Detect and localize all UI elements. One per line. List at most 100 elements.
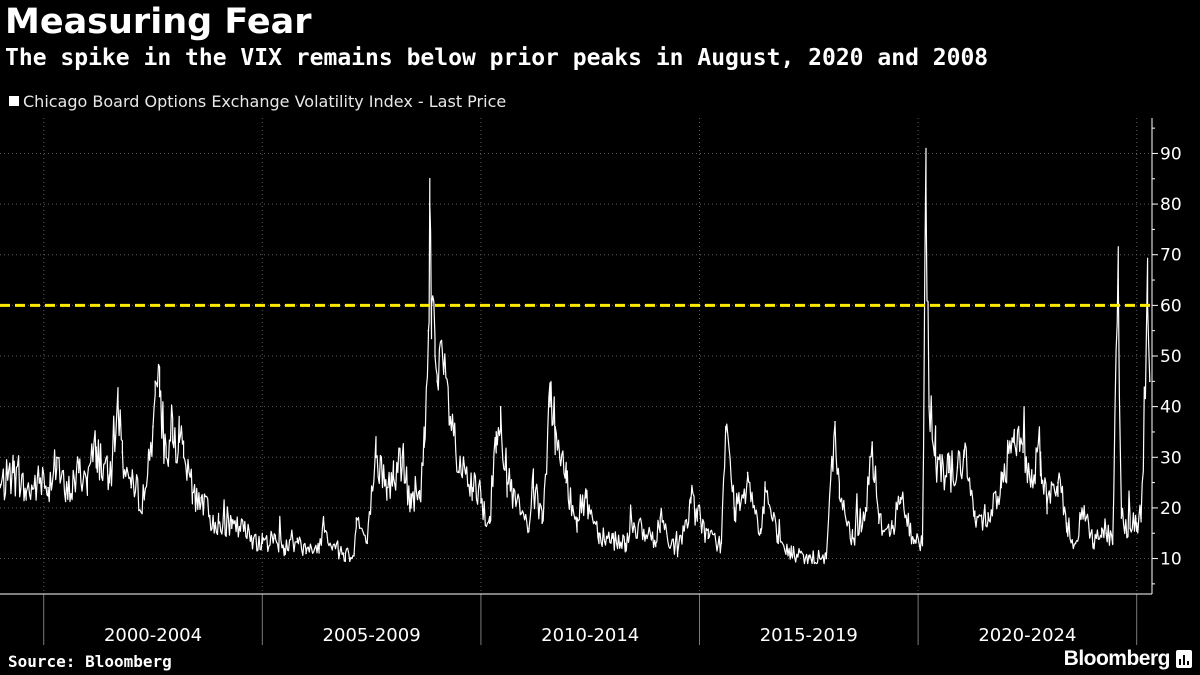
legend-label: Chicago Board Options Exchange Volatilit… [23,92,507,111]
y-tick-label-20: 20 [1160,499,1182,519]
data-point-89 [764,486,766,489]
data-point-69 [565,481,567,484]
x-group-label-2: 2010-2014 [541,625,639,646]
data-point-34 [318,547,320,550]
data-point-45 [410,507,412,509]
data-point-55 [458,471,460,474]
data-point-67 [554,426,557,428]
data-point-132 [1149,380,1151,383]
legend: Chicago Board Options Exchange Volatilit… [9,92,506,111]
data-point-95 [838,496,841,499]
data-point-111 [987,512,989,514]
data-point-92 [808,557,810,560]
data-point-83 [720,542,723,545]
data-point-75 [633,522,635,524]
data-point-1 [12,471,14,474]
data-point-110 [974,517,976,519]
data-point-49 [428,203,431,205]
data-point-123 [1100,527,1103,529]
bloomberg-mark-icon [1176,650,1192,668]
y-tick-label-80: 80 [1160,195,1182,215]
data-point-4 [47,486,49,489]
data-point-60 [499,405,502,408]
data-point-33 [305,552,307,555]
data-point-59 [495,431,498,433]
chart-subtitle: The spike in the VIX remains below prior… [5,45,989,71]
data-point-108 [956,466,959,469]
data-point-105 [928,405,930,408]
data-point-87 [746,471,749,474]
data-point-23 [200,496,202,499]
data-point-125 [1111,542,1114,545]
data-point-88 [759,532,762,535]
data-point-117 [1046,502,1048,504]
y-tick-label-40: 40 [1160,398,1182,418]
data-point-38 [353,552,355,555]
data-point-16 [154,380,157,383]
data-point-109 [963,456,965,459]
data-point-128 [1129,527,1131,529]
data-point-39 [355,517,358,519]
data-point-62 [519,512,522,514]
data-point-32 [296,537,299,540]
legend-swatch [9,96,19,106]
axes: 10 20 30 40 50 60 70 80 90 2000-2004 2005-2009 2010… [0,118,1182,646]
data-point-115 [1030,476,1033,479]
data-point-68 [558,456,561,459]
data-point-5 [56,456,58,459]
data-point-11 [117,400,119,403]
data-point-17 [158,395,161,398]
data-point-124 [1105,532,1107,535]
data-point-31 [283,547,285,550]
data-point-113 [1013,441,1016,443]
data-point-102 [912,542,915,545]
data-point-35 [322,517,325,519]
data-point-52 [436,380,438,383]
data-point-40 [366,542,369,545]
data-point-28 [252,537,255,540]
data-point-79 [676,552,679,555]
data-point-101 [899,496,902,499]
data-point-127 [1120,517,1123,519]
data-point-57 [480,502,482,504]
y-tick-label-90: 90 [1160,144,1182,164]
source-note: Source: Bloomberg [8,652,172,671]
data-point-100 [891,527,893,529]
data-point-3 [38,481,41,484]
y-tick-label-50: 50 [1160,347,1182,367]
data-point-114 [1022,451,1024,454]
data-point-41 [375,456,377,459]
data-point-118 [1057,481,1059,484]
data-point-119 [1065,522,1068,524]
data-point-36 [331,547,334,550]
data-point-126 [1117,279,1120,281]
data-point-103 [921,537,924,540]
data-point-12 [121,451,124,454]
data-point-97 [864,507,867,509]
data-point-24 [209,517,211,519]
data-point-96 [851,537,854,540]
x-group-label-3: 2015-2019 [760,625,858,646]
data-point-50 [430,304,433,307]
data-point-58 [488,522,491,524]
data-point-91 [790,552,793,555]
data-point-107 [947,471,950,474]
data-point-82 [707,537,710,540]
data-point-99 [877,522,880,524]
data-point-76 [646,537,648,540]
data-point-122 [1092,542,1094,545]
data-point-37 [344,552,347,555]
data-point-42 [386,486,388,489]
data-point-70 [576,517,578,519]
data-point-129 [1135,522,1138,524]
chart-title: Measuring Fear [5,2,312,42]
data-point-48 [427,329,430,332]
data-point-2 [25,491,28,494]
data-point-94 [834,421,836,423]
data-point-66 [549,405,551,408]
data-point-74 [624,542,626,545]
data-point-78 [659,517,661,519]
data-point-61 [506,481,508,484]
data-point-54 [449,415,452,418]
y-tick-label-60: 60 [1160,296,1182,316]
